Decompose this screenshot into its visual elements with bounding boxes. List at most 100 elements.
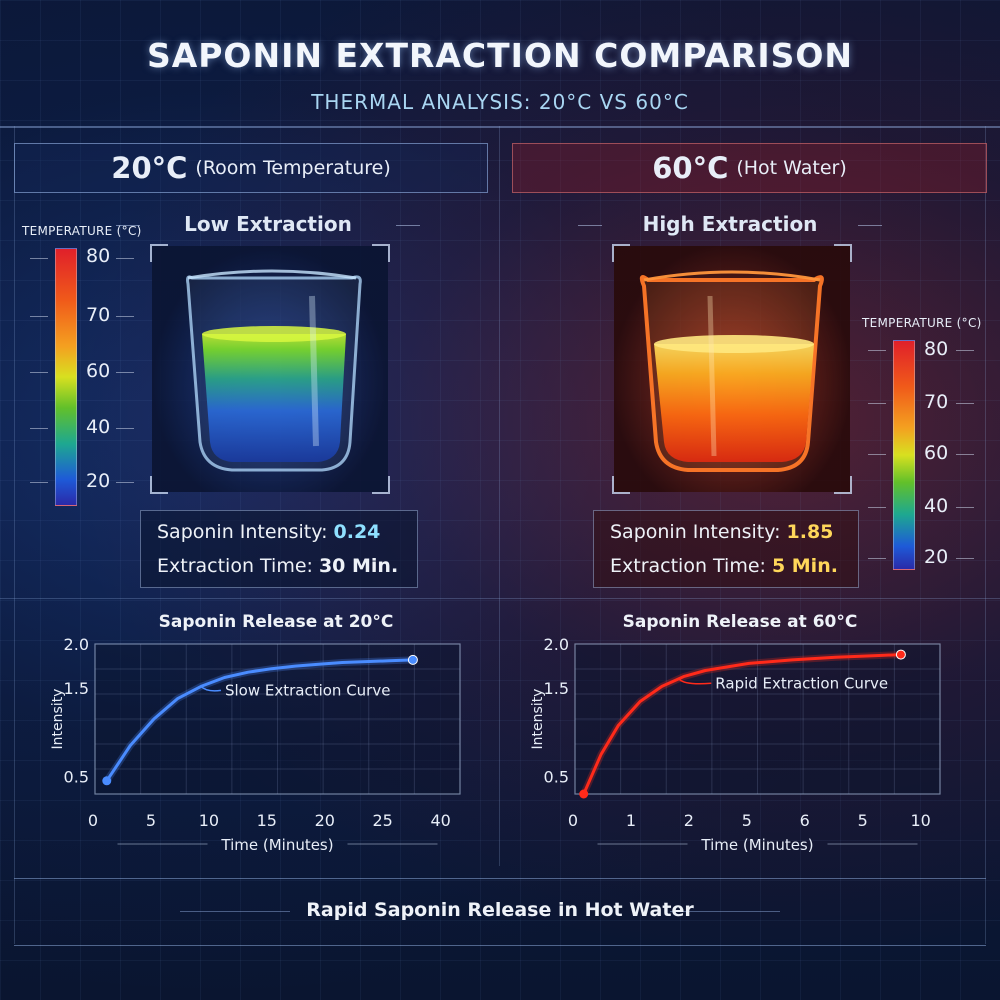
chart-left: 0.5 1.5 2.0 0 5 10 15 20 25 40 Time (Minutes) Inten…: [50, 636, 461, 854]
series-point-start: [579, 789, 589, 799]
footer-frame: [14, 878, 986, 946]
x-tick-label: 1: [626, 811, 636, 830]
right-intensity-row: Saponin Intensity: 1.85: [610, 521, 833, 543]
right-time-row: Extraction Time: 5 Min.: [610, 555, 838, 577]
right-scale-tick: 40: [924, 495, 949, 517]
right-scale-tickmark: [956, 507, 974, 508]
left-scale-tick: 60: [86, 360, 111, 382]
header-room-temperature: 20°C (Room Temperature): [14, 143, 488, 193]
frame-right-edge: [985, 126, 986, 944]
series-point-end: [407, 654, 418, 665]
right-beaker-corner: [612, 244, 630, 262]
right-scale-tickmark: [868, 403, 886, 404]
x-tick-label: 0: [568, 811, 578, 830]
right-scale-tickmark: [868, 558, 886, 559]
x-tick-label: 5: [858, 811, 868, 830]
right-beaker-corner: [834, 244, 852, 262]
left-scale-tickmark: [30, 482, 48, 483]
right-section-title: High Extraction: [578, 212, 882, 236]
x-tick-label: 5: [742, 811, 752, 830]
series-point-start: [102, 776, 112, 786]
right-scale-tickmark: [868, 350, 886, 351]
right-scale-tickmark: [956, 350, 974, 351]
y-tick-label: 0.5: [544, 767, 569, 786]
right-intensity-value: 1.85: [786, 521, 834, 543]
left-beaker-corner: [150, 244, 168, 262]
right-scale-tickmark: [956, 558, 974, 559]
right-scale-tick: 20: [924, 546, 949, 568]
series-line: [105, 658, 413, 782]
left-scale-tick: 70: [86, 304, 111, 326]
left-intensity-label: Saponin Intensity:: [157, 521, 328, 543]
frame-divider-top: [0, 126, 1000, 128]
left-time-label: Extraction Time:: [157, 555, 313, 577]
header-left-label: (Room Temperature): [195, 157, 391, 179]
right-info-box: Saponin Intensity: 1.85 Extraction Time: 5…: [593, 510, 859, 588]
left-scale-tickmark: [30, 258, 48, 259]
series-line: [582, 653, 901, 795]
page-title: SAPONIN EXTRACTION COMPARISON: [146, 36, 854, 75]
y-axis-label: Intensity: [50, 689, 66, 750]
left-beaker-corner: [372, 476, 390, 494]
x-tick-label: 5: [146, 811, 156, 830]
left-info-box: Saponin Intensity: 0.24 Extraction Time: 3…: [140, 510, 418, 588]
x-tick-label: 25: [373, 811, 393, 830]
chart-right-title: Saponin Release at 60°C: [622, 612, 858, 632]
left-scale-tickmark: [116, 428, 134, 429]
right-beaker-corner: [612, 476, 630, 494]
annotation-label: Slow Extraction Curve: [225, 681, 391, 699]
left-scale-tickmark: [116, 258, 134, 259]
x-tick-label: 2: [684, 811, 694, 830]
chart-left-title: Saponin Release at 20°C: [158, 612, 394, 632]
left-beaker-corner: [150, 476, 168, 494]
header-left-temp: 20°C: [111, 151, 188, 185]
right-scale-title: TEMPERATURE (°C): [862, 316, 982, 330]
left-scale-tick: 40: [86, 416, 111, 438]
plot-area: [574, 643, 941, 795]
right-beaker-corner: [834, 476, 852, 494]
left-beaker-svg: [186, 269, 362, 472]
page-subtitle: THERMAL ANALYSIS: 20°C VS 60°C: [311, 90, 689, 114]
left-scale-tickmark: [30, 316, 48, 317]
y-tick-label: 1.5: [544, 679, 569, 698]
frame-divider-mid: [0, 598, 1000, 599]
left-time-row: Extraction Time: 30 Min.: [157, 555, 398, 577]
left-scale-title: TEMPERATURE (°C): [22, 224, 142, 238]
chart-right: 0.5 1.5 2.0 0 1 2 5 6 5 10 Time (Minutes) Intensity…: [530, 636, 941, 854]
left-intensity-row: Saponin Intensity: 0.24: [157, 521, 380, 543]
footer-caption: Rapid Saponin Release in Hot Water: [306, 899, 694, 921]
x-axis-label: Time (Minutes): [700, 836, 813, 854]
left-scale-tickmark: [116, 372, 134, 373]
y-axis-label: Intensity: [530, 689, 546, 750]
right-intensity-label: Saponin Intensity:: [610, 521, 781, 543]
x-tick-label: 6: [800, 811, 810, 830]
annotation-pointer: [200, 685, 222, 692]
right-time-label: Extraction Time:: [610, 555, 766, 577]
annotation-pointer: [678, 678, 712, 685]
frame-divider-center: [499, 126, 500, 866]
right-scale-tick: 70: [924, 391, 949, 413]
right-scale-tickmark: [868, 507, 886, 508]
frame-left-edge: [14, 126, 15, 944]
left-scale-tick: 80: [86, 245, 111, 267]
left-beaker-corner: [372, 244, 390, 262]
left-time-value: 30 Min.: [318, 555, 399, 577]
y-tick-label: 2.0: [64, 636, 89, 654]
right-scale-tickmark: [956, 454, 974, 455]
left-section-title: Low Extraction: [116, 212, 420, 236]
y-tick-label: 0.5: [64, 767, 89, 786]
left-scale-tick: 20: [86, 470, 111, 492]
left-scale-tickmark: [116, 316, 134, 317]
left-intensity-value: 0.24: [333, 521, 381, 543]
footer-rule-left: [180, 911, 290, 912]
x-tick-label: 15: [257, 811, 277, 830]
right-scale-tickmark: [956, 403, 974, 404]
x-tick-label: 20: [315, 811, 335, 830]
x-tick-label: 40: [430, 811, 450, 830]
series-point-end: [895, 649, 906, 660]
right-scale-tick: 60: [924, 442, 949, 464]
left-beaker-image: [150, 244, 390, 494]
left-scale-tickmark: [30, 372, 48, 373]
right-scale-tick: 80: [924, 338, 949, 360]
